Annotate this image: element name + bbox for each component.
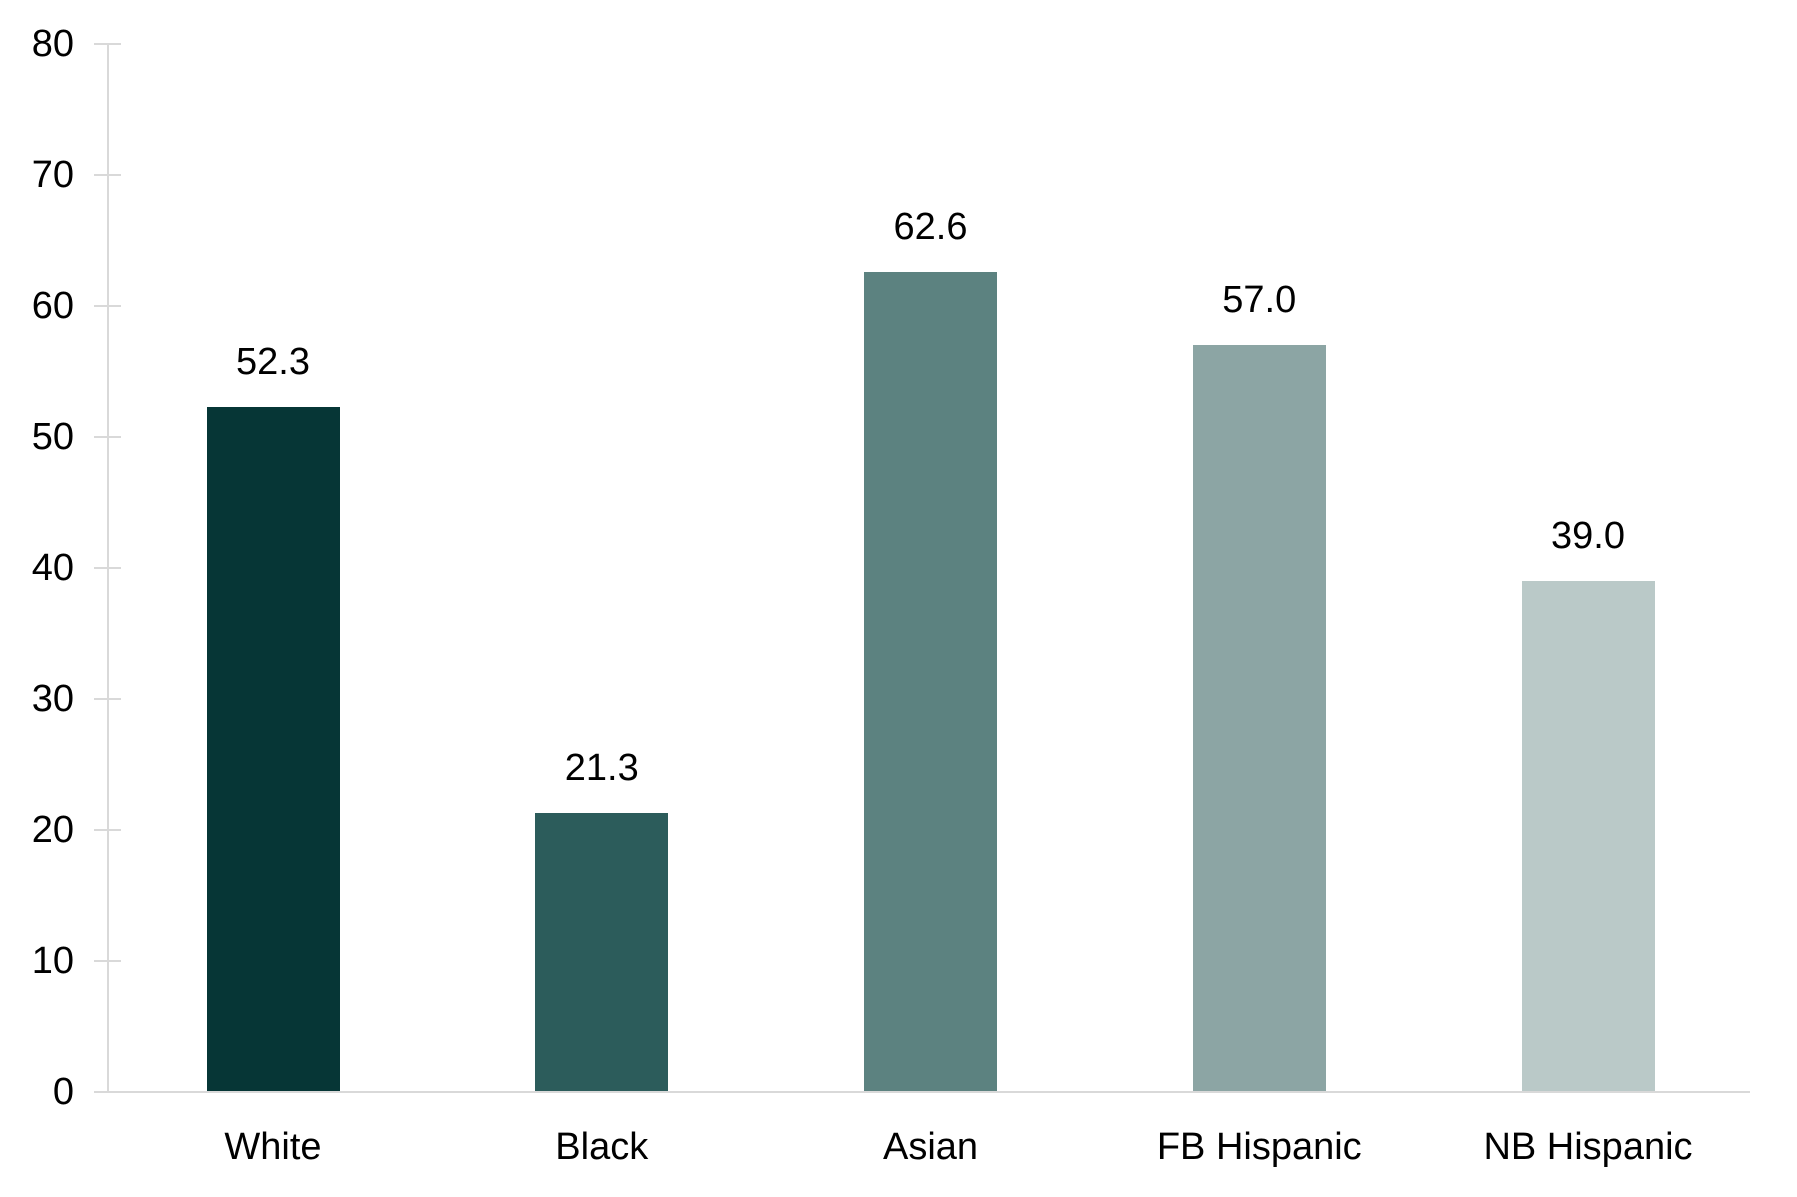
y-tick-label: 10 [31,940,74,982]
bar-black [535,812,669,1092]
y-tick-mark [94,698,121,700]
y-tick-label: 20 [31,809,74,851]
y-tick-mark [94,174,121,176]
value-label-white: 52.3 [236,340,310,383]
y-tick-label: 70 [31,154,74,196]
bar-asian [864,271,997,1092]
y-tick-label: 30 [31,678,74,720]
y-tick-mark [94,829,121,831]
y-tick-label: 50 [31,416,74,458]
value-label-black: 21.3 [564,746,639,789]
bar-fb-hispanic [1192,345,1326,1092]
value-label-fb-hispanic: 57.0 [1222,279,1297,322]
y-tick-label: 40 [31,547,74,589]
category-label-asian: Asian [882,1126,979,1168]
category-label-black: Black [555,1126,649,1168]
category-label-fb-hispanic: FB Hispanic [1156,1126,1362,1168]
bar-nb-hispanic [1521,581,1655,1092]
y-tick-mark [94,567,121,569]
y-tick-mark [94,43,121,45]
value-label-asian: 62.6 [893,205,968,248]
y-tick-mark [94,960,121,962]
category-label-white: White [224,1126,322,1168]
category-label-nb-hispanic: NB Hispanic [1483,1126,1693,1168]
value-label-nb-hispanic: 39.0 [1551,515,1625,558]
y-tick-mark [94,305,121,307]
y-tick-label: 60 [31,285,74,327]
y-tick-mark [94,436,121,438]
bar-white [206,406,340,1092]
y-tick-label: 80 [31,23,74,65]
x-axis-baseline [94,1091,1750,1093]
y-tick-label: 0 [52,1071,74,1113]
